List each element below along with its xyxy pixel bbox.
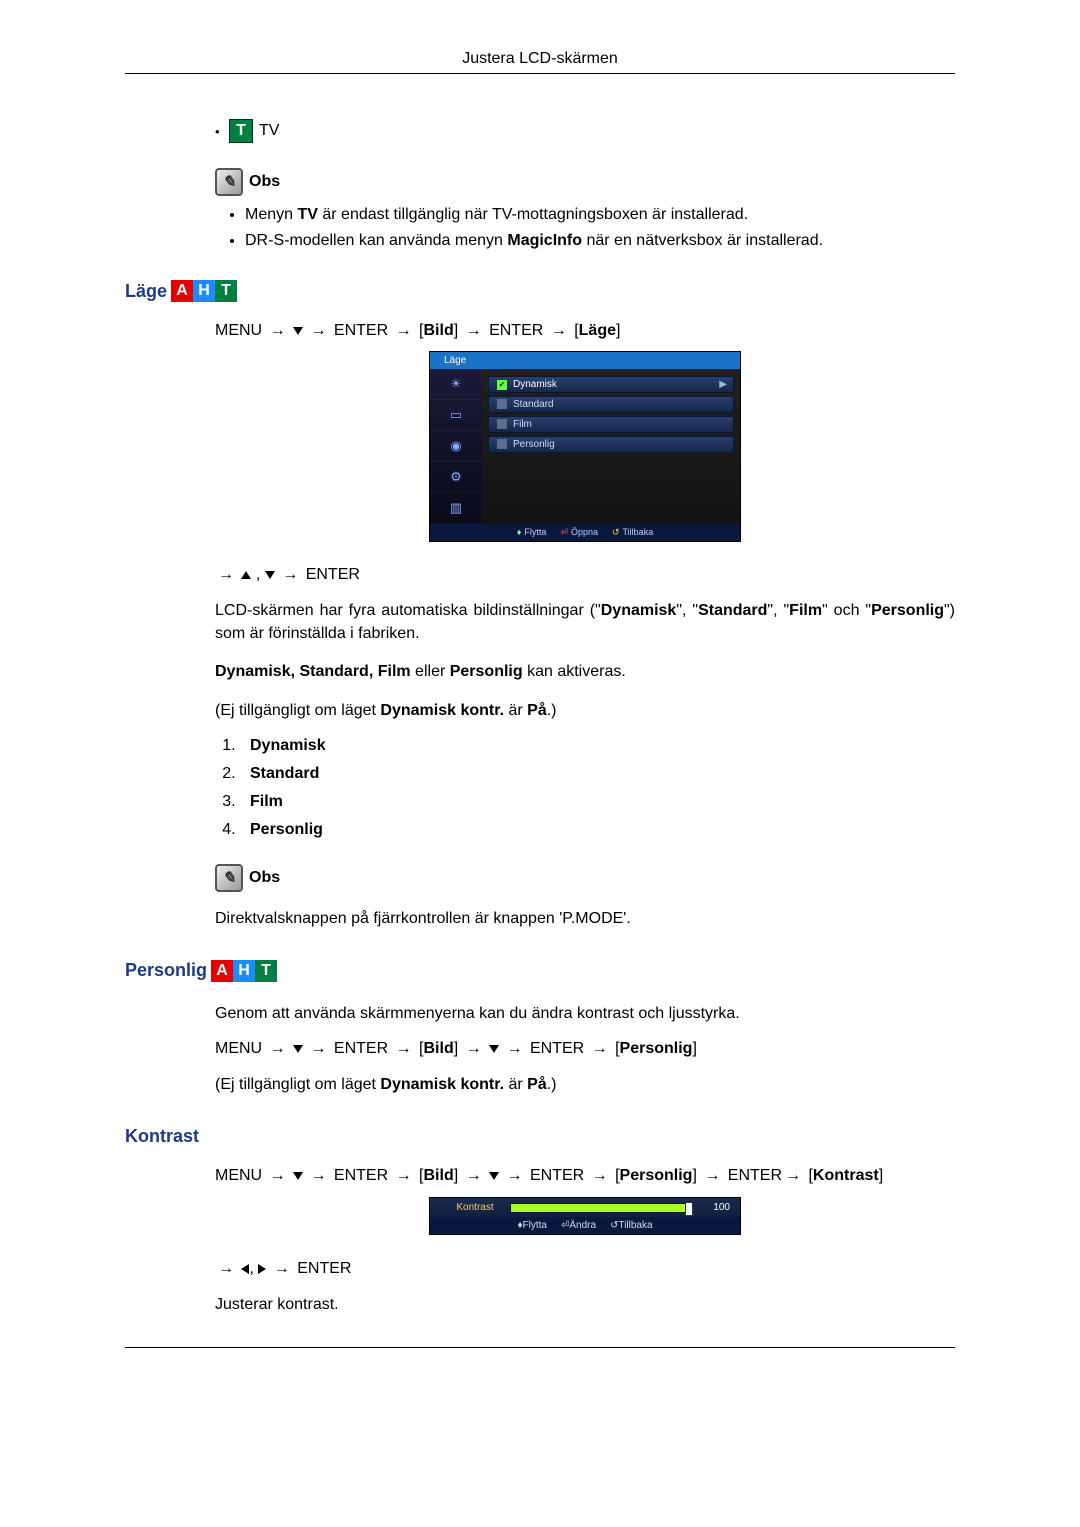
section-personlig-title: Personlig AHT xyxy=(125,960,955,982)
osd-title: Läge xyxy=(430,352,740,369)
osd-row: Film xyxy=(488,416,734,433)
obs-row: ✎ Obs xyxy=(215,168,955,196)
lage-para1: LCD-skärmen har fyra automatiska bildins… xyxy=(215,599,955,645)
tv-note-2: DR-S-modellen kan använda menyn MagicInf… xyxy=(245,232,955,250)
osd-row-active: ✔Dynamisk▶ xyxy=(488,376,734,393)
osd-footer: ♦Flytta ⏎Öppna ↺Tillbaka xyxy=(430,524,740,541)
slider-track xyxy=(510,1203,690,1213)
lage-post-arrows: → , → ENTER xyxy=(215,566,955,584)
page-footer-rule xyxy=(125,1347,955,1348)
lage-para3: (Ej tillgängligt om läget Dynamisk kontr… xyxy=(215,699,955,722)
osd-row: Standard xyxy=(488,396,734,413)
mode-list-item: Dynamisk xyxy=(240,737,955,755)
slider-knob xyxy=(685,1202,693,1216)
lage-para2: Dynamisk, Standard, Film eller Personlig… xyxy=(215,660,955,683)
slider-fill xyxy=(511,1204,689,1212)
tv-bullet: • T TV xyxy=(215,119,955,143)
mode-list-item: Film xyxy=(240,793,955,811)
mode-list-item: Personlig xyxy=(240,821,955,839)
slider-label: Kontrast xyxy=(440,1202,510,1213)
obs-row: ✎ Obs xyxy=(215,864,955,892)
t-icon: T xyxy=(255,960,277,982)
lage-menu-path: MENU → → ENTER → [Bild] → ENTER → [Läge] xyxy=(215,322,955,340)
a-icon: A xyxy=(171,280,193,302)
lage-osd: Läge ☀ ▭ ◉ ⚙ ▥ ✔Dynamisk▶ Standard Film … xyxy=(215,352,955,541)
section-kontrast-title: Kontrast xyxy=(125,1126,955,1147)
personlig-avail: (Ej tillgängligt om läget Dynamisk kontr… xyxy=(215,1073,955,1096)
t-icon: T xyxy=(215,280,237,302)
kontrast-slider-osd: Kontrast 100 ♦Flytta ⏎Ändra ↺Tillbaka xyxy=(215,1197,955,1235)
osd-side-icon: ⚙ xyxy=(430,462,482,493)
osd-sidebar: ☀ ▭ ◉ ⚙ ▥ xyxy=(430,369,482,524)
osd-row: Personlig xyxy=(488,436,734,453)
obs-icon: ✎ xyxy=(215,168,243,196)
obs-label: Obs xyxy=(249,173,280,191)
kontrast-para: Justerar kontrast. xyxy=(215,1293,955,1316)
slider-footer: ♦Flytta ⏎Ändra ↺Tillbaka xyxy=(430,1217,740,1234)
personlig-menu-path: MENU → → ENTER → [Bild] → → ENTER → [Per… xyxy=(215,1040,955,1058)
kontrast-post-arrows: → , → ENTER xyxy=(215,1260,955,1278)
tv-note-1: Menyn TV är endast tillgänglig när TV-mo… xyxy=(245,206,955,224)
osd-side-icon: ▥ xyxy=(430,493,482,524)
t-icon: T xyxy=(229,119,253,143)
a-icon: A xyxy=(211,960,233,982)
mode-list: Dynamisk Standard Film Personlig xyxy=(215,737,955,839)
h-icon: H xyxy=(233,960,255,982)
obs-icon: ✎ xyxy=(215,864,243,892)
osd-side-icon: ◉ xyxy=(430,431,482,462)
osd-side-icon: ▭ xyxy=(430,400,482,431)
obs-label: Obs xyxy=(249,869,280,887)
slider-value: 100 xyxy=(690,1202,730,1213)
bullet-dot: • xyxy=(215,124,229,139)
page-header: Justera LCD-skärmen xyxy=(125,50,955,74)
mode-list-item: Standard xyxy=(240,765,955,783)
osd-side-icon: ☀ xyxy=(430,369,482,400)
lage-note: Direktvalsknappen på fjärrkontrollen är … xyxy=(215,907,955,930)
kontrast-menu-path: MENU → → ENTER → [Bild] → → ENTER → [Per… xyxy=(215,1167,955,1185)
h-icon: H xyxy=(193,280,215,302)
section-lage-title: Läge AHT xyxy=(125,280,955,302)
personlig-intro: Genom att använda skärmmenyerna kan du ä… xyxy=(215,1002,955,1025)
tv-notes-list: Menyn TV är endast tillgänglig när TV-mo… xyxy=(215,206,955,250)
tv-label: TV xyxy=(259,122,279,140)
